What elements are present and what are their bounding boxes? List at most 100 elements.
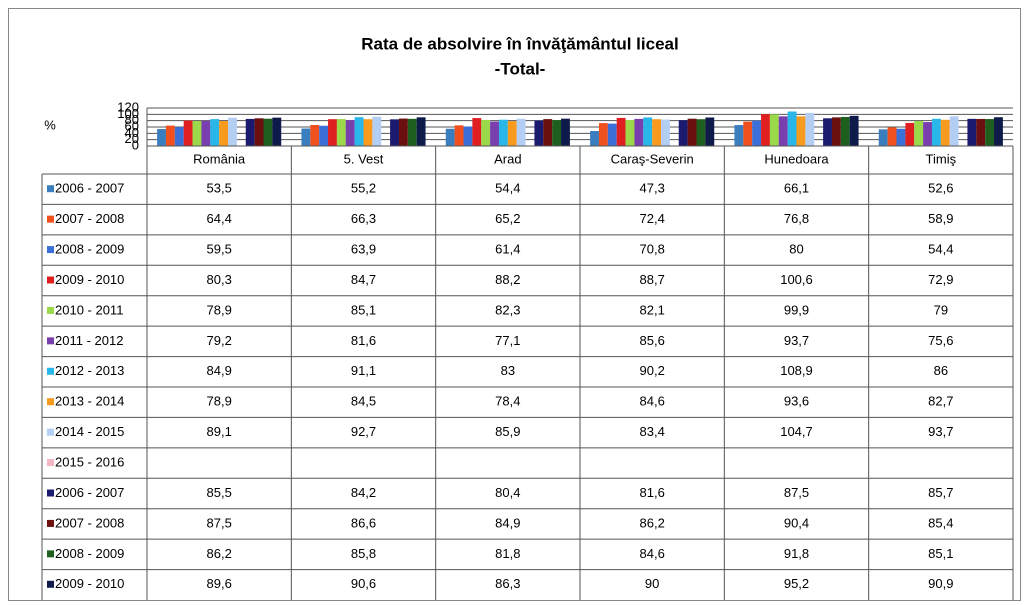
bar [201,120,211,146]
table-value: 65,2 [495,211,520,226]
table-value: 63,9 [351,242,376,257]
legend-label: 2008 - 2009 [55,546,124,561]
bar [354,117,364,146]
bar [192,121,202,146]
legend-label: 2006 - 2007 [55,485,124,500]
bar [416,117,426,146]
bar [516,118,526,146]
bar [734,125,744,146]
bar [940,119,950,146]
table-value: 91,8 [784,546,809,561]
table-value: 59,5 [207,242,232,257]
bar [336,119,346,146]
bar [787,111,797,146]
bar [743,121,753,146]
bar [454,125,464,146]
bar [543,119,553,146]
table-value: 84,5 [351,394,376,409]
bar [849,115,859,146]
bar [625,120,635,146]
bar [490,121,499,146]
bar [301,128,311,146]
legend-label: 2015 - 2016 [55,455,124,470]
table-value: 90,2 [640,363,665,378]
legend-key [47,580,54,588]
table-value: 78,4 [495,394,520,409]
table-value: 85,4 [928,515,953,530]
y-tick-label: 100 [117,106,139,121]
table-value: 84,6 [640,546,665,561]
table-value: 88,7 [640,272,665,287]
legend-label: 2009 - 2010 [55,576,124,591]
legend-key [47,337,54,345]
table-value: 77,1 [495,333,520,348]
table-value: 78,9 [207,302,232,317]
bar [985,119,995,146]
bar [831,117,841,146]
table-value: 89,1 [207,424,232,439]
table-value: 87,5 [207,515,232,530]
bar [607,123,617,146]
table-value: 86 [934,363,948,378]
bar [319,125,329,146]
table-value: 80 [789,242,803,257]
bar [752,120,762,146]
legend-key [47,215,54,223]
table-value: 84,9 [495,515,520,530]
bar [678,120,688,146]
legend-key [47,489,54,497]
bar [923,122,932,146]
table-value: 82,7 [928,394,953,409]
table-value: 81,6 [351,333,376,348]
bar [372,116,382,146]
bar [661,119,670,146]
legend-label: 2007 - 2008 [55,515,124,530]
table-value: 82,3 [495,302,520,317]
table-value: 86,2 [640,515,665,530]
bar [652,119,662,146]
legend-key [47,306,54,314]
bar [345,120,355,146]
legend-label: 2014 - 2015 [55,424,124,439]
table-value: 104,7 [780,424,813,439]
table-value: 85,9 [495,424,520,439]
table-value: 99,9 [784,302,809,317]
bar [183,120,193,146]
y-tick-label: 120 [117,99,139,114]
table-value: 54,4 [495,181,520,196]
y-tick-label: 0 [132,137,139,152]
legend-label: 2007 - 2008 [55,211,124,226]
bar [390,119,399,146]
chart-title: Rata de absolvire în învăţământul liceal [361,34,678,53]
y-tick-label: 20 [125,131,139,146]
legend-key [47,398,54,406]
legend-key [47,519,54,527]
bar [840,116,850,146]
table-value: 91,1 [351,363,376,378]
bar [407,118,417,146]
table-value: 84,2 [351,485,376,500]
bar [263,118,273,146]
bar [705,117,715,146]
table-value: 85,5 [207,485,232,500]
legend-label: 2010 - 2011 [55,302,123,317]
bar [796,116,806,146]
bar [552,120,562,146]
bar [878,129,888,146]
x-tick-label: Timiş [926,151,957,166]
legend-key [47,367,54,375]
bar [949,116,959,146]
table-value: 72,9 [928,272,953,287]
x-tick-label: 5. Vest [344,151,384,166]
bar [310,125,320,146]
bar [590,131,599,146]
x-tick-label: Caraş-Severin [611,151,694,166]
table-value: 84,9 [207,363,232,378]
bar [976,118,986,146]
legend-label: 2011 - 2012 [55,333,123,348]
legend-key [47,459,54,467]
bar [228,117,237,146]
table-value: 86,6 [351,515,376,530]
table-value: 80,4 [495,485,520,500]
